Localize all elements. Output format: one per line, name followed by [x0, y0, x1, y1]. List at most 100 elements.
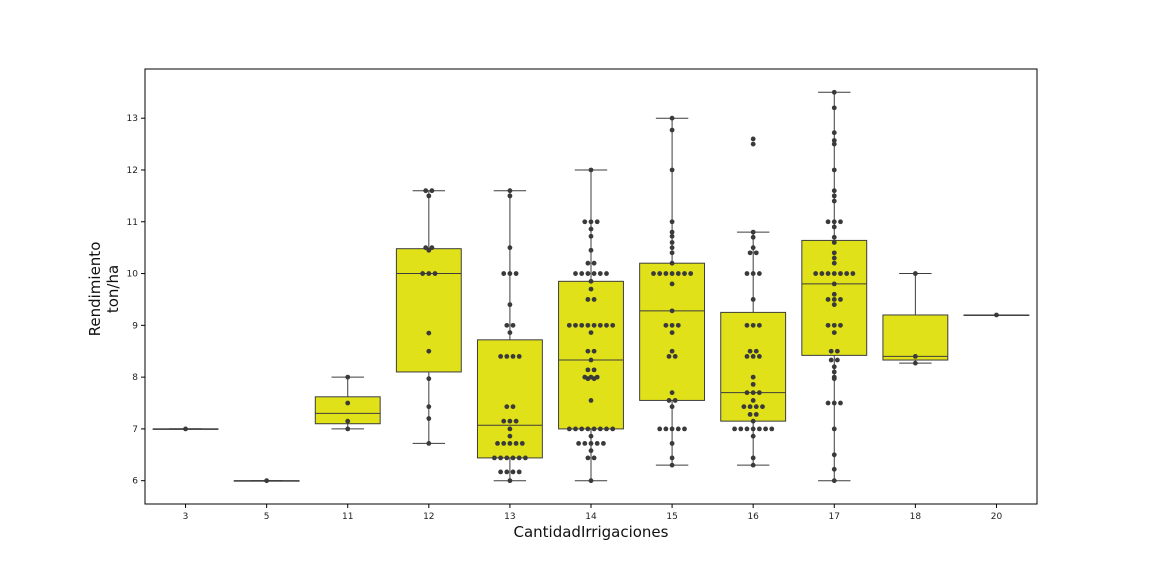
- box-17: [801, 91, 868, 482]
- y-tick-label: 7: [132, 425, 138, 435]
- data-point: [594, 441, 600, 446]
- data-point: [504, 322, 510, 328]
- data-point: [831, 374, 837, 380]
- data-point: [669, 233, 675, 239]
- data-point: [345, 374, 351, 380]
- data-point: [588, 226, 594, 232]
- data-point: [657, 426, 663, 432]
- data-point: [669, 426, 675, 432]
- data-point: [669, 330, 675, 335]
- data-point: [498, 354, 504, 359]
- data-point: [669, 404, 675, 410]
- data-point: [669, 441, 675, 446]
- data-point: [591, 297, 597, 302]
- data-point: [825, 297, 831, 302]
- data-point: [594, 374, 600, 380]
- data-point: [597, 426, 603, 432]
- data-point: [834, 357, 840, 363]
- data-point: [601, 441, 606, 446]
- data-point: [588, 441, 594, 446]
- data-point: [426, 441, 432, 446]
- data-point: [585, 426, 591, 432]
- data-point: [576, 441, 581, 446]
- data-point: [585, 348, 591, 354]
- data-point: [510, 322, 516, 328]
- data-point: [750, 462, 756, 468]
- data-point: [504, 455, 510, 461]
- data-point: [426, 330, 432, 336]
- data-point: [682, 271, 687, 276]
- data-point: [591, 260, 597, 266]
- data-point: [753, 404, 759, 410]
- data-point: [756, 322, 762, 328]
- data-point: [831, 188, 837, 194]
- data-point: [994, 312, 999, 318]
- data-point: [504, 354, 510, 359]
- data-point: [912, 354, 918, 359]
- data-point: [432, 271, 438, 276]
- data-point: [844, 271, 850, 276]
- data-point: [675, 322, 681, 328]
- box-body: [720, 311, 787, 422]
- data-point: [831, 330, 837, 335]
- data-point: [507, 330, 513, 335]
- data-point: [831, 198, 837, 204]
- data-point: [825, 219, 831, 225]
- y-axis-label-line2: ton/ha: [104, 265, 122, 313]
- data-point: [750, 398, 756, 403]
- data-point: [573, 426, 578, 432]
- data-point: [750, 374, 756, 380]
- data-point: [669, 308, 675, 314]
- box-14: [558, 169, 624, 482]
- box-18: [882, 273, 949, 364]
- data-point: [588, 219, 594, 225]
- data-point: [669, 127, 675, 133]
- swarm-points: [183, 89, 999, 484]
- x-tick-label: 16: [747, 512, 759, 522]
- data-point: [831, 224, 837, 230]
- data-point: [744, 390, 750, 396]
- data-point: [831, 193, 837, 199]
- data-point: [825, 400, 831, 406]
- data-point: [831, 297, 837, 302]
- data-point: [585, 271, 591, 276]
- data-point: [513, 271, 519, 276]
- data-point: [831, 302, 837, 308]
- data-point: [825, 322, 831, 328]
- data-point: [669, 260, 675, 266]
- data-point: [498, 455, 504, 461]
- data-point: [750, 354, 756, 359]
- data-point: [588, 374, 594, 380]
- data-point: [669, 281, 675, 287]
- data-point: [516, 354, 522, 359]
- data-point: [663, 271, 669, 276]
- x-tick-label: 3: [183, 512, 189, 522]
- data-point: [669, 462, 675, 468]
- data-point: [675, 271, 681, 276]
- data-point: [604, 271, 609, 276]
- data-point: [579, 426, 585, 432]
- data-point: [492, 455, 497, 461]
- data-point: [597, 271, 603, 276]
- y-axis-label-line1: Rendimiento: [86, 242, 104, 337]
- data-point: [345, 418, 351, 424]
- data-point: [423, 188, 429, 194]
- data-point: [825, 271, 831, 276]
- data-point: [591, 455, 597, 461]
- data-point: [501, 441, 507, 446]
- data-point: [588, 478, 594, 484]
- data-point: [566, 322, 572, 328]
- data-point: [669, 271, 675, 276]
- data-point: [582, 441, 588, 446]
- data-point: [523, 455, 528, 461]
- data-point: [831, 250, 837, 256]
- data-point: [750, 418, 756, 424]
- data-point: [838, 219, 843, 225]
- data-point: [753, 250, 759, 256]
- data-point: [519, 441, 525, 446]
- data-point: [828, 357, 834, 363]
- data-point: [585, 455, 591, 461]
- data-point: [426, 271, 432, 276]
- data-point: [831, 426, 837, 432]
